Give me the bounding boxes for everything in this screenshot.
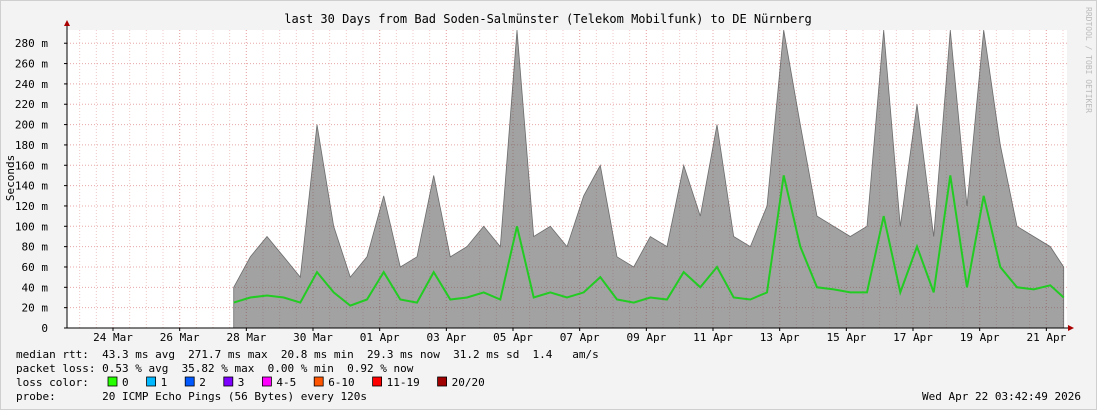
y-tick-label: 220 m (15, 98, 48, 111)
probe: probe: 20 ICMP Echo Pings (56 Bytes) eve… (16, 390, 367, 403)
median-rtt: median rtt: 43.3 ms avg 271.7 ms max 20.… (16, 348, 599, 361)
y-tick-label: 200 m (15, 119, 48, 132)
x-tick-label: 09 Apr (626, 331, 666, 344)
x-tick-label: 24 Mar (93, 331, 133, 344)
marks (233, 29, 1065, 329)
legend-swatch (313, 376, 324, 387)
x-tick-label: 07 Apr (560, 331, 600, 344)
y-tick-label: 80 m (22, 241, 49, 254)
x-tick-label: 30 Mar (293, 331, 333, 344)
y-tick-label: 100 m (15, 220, 48, 233)
y-tick-label: 140 m (15, 180, 48, 193)
watermark: RRDTOOL / TOBI OETIKER (1084, 7, 1093, 113)
x-tick-label: 13 Apr (760, 331, 800, 344)
chart-title: last 30 Days from Bad Soden-Salmünster (… (284, 12, 811, 26)
y-tick-label: 20 m (22, 302, 49, 315)
legend-swatch (261, 376, 272, 387)
x-tick-label: 21 Apr (1026, 331, 1066, 344)
x-arrow (1068, 325, 1074, 331)
legend-label: 4-5 (276, 376, 296, 389)
legend-label: 6-10 (328, 376, 355, 389)
packet-loss: packet loss: 0.53 % avg 35.82 % max 0.00… (16, 362, 414, 375)
legend-swatch (372, 376, 383, 387)
legend-label: 3 (238, 376, 245, 389)
median-line (233, 175, 1065, 307)
legend-label: 1 (161, 376, 168, 389)
legend-swatch (184, 376, 195, 387)
x-tick-label: 17 Apr (893, 331, 933, 344)
y-tick-label: 160 m (15, 159, 48, 172)
y-axis-label: Seconds (4, 155, 17, 201)
legend-swatch (107, 376, 118, 387)
date: Wed Apr 22 03:42:49 2026 (922, 390, 1081, 403)
legend-label: 20/20 (452, 376, 485, 389)
legend-label: 11-19 (387, 376, 420, 389)
x-tick-label: 15 Apr (826, 331, 866, 344)
legend-label: 0 (122, 376, 129, 389)
y-tick-label: 260 m (15, 58, 48, 71)
y-tick-label: 40 m (22, 281, 49, 294)
x-tick-label: 05 Apr (493, 331, 533, 344)
loss-color-label: loss color: (16, 376, 89, 389)
y-tick-label: 0 (41, 322, 48, 335)
legend-swatch (146, 376, 157, 387)
x-tick-label: 26 Mar (160, 331, 200, 344)
smoke-area (233, 29, 1065, 329)
legend: 0 1 2 3 4-5 6-10 11-19 20/20 (107, 376, 485, 389)
x-tick-label: 19 Apr (960, 331, 1000, 344)
y-tick-label: 60 m (22, 261, 49, 274)
legend-swatch (437, 376, 448, 387)
x-tick-label: 03 Apr (426, 331, 466, 344)
y-tick-label: 120 m (15, 200, 48, 213)
x-tick-label: 11 Apr (693, 331, 733, 344)
legend-swatch (223, 376, 234, 387)
x-tick-label: 28 Mar (226, 331, 266, 344)
y-tick-label: 240 m (15, 78, 48, 91)
legend-label: 2 (199, 376, 206, 389)
x-tick-label: 01 Apr (360, 331, 400, 344)
y-tick-label: 180 m (15, 139, 48, 152)
y-tick-label: 280 m (15, 37, 48, 50)
y-arrow (64, 20, 70, 26)
